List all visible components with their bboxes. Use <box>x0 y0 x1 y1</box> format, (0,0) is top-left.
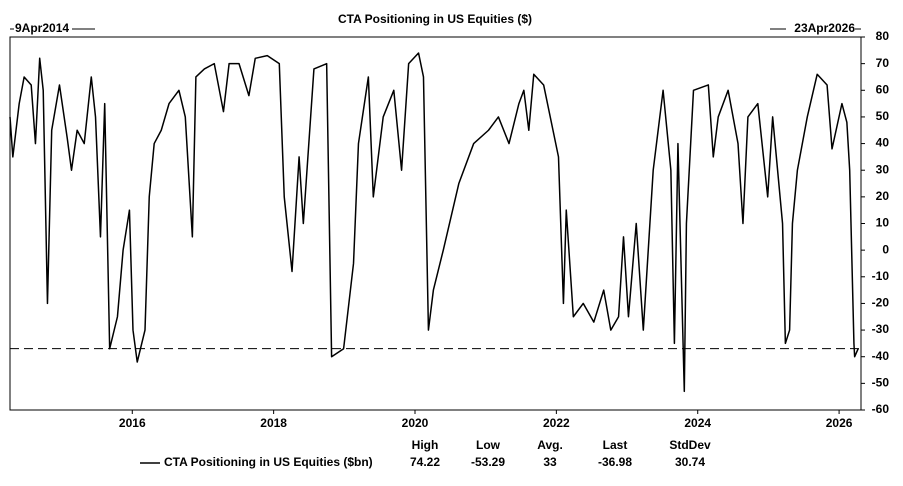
stats-value: -53.29 <box>471 455 505 469</box>
y-tick-label: 30 <box>876 162 890 176</box>
stats-header: Low <box>476 438 501 452</box>
series-line <box>9 52 859 393</box>
stats-header: High <box>412 438 439 452</box>
y-tick-label: 20 <box>876 189 890 203</box>
chart-title: CTA Positioning in US Equities ($) <box>338 12 532 26</box>
stats-value: 30.74 <box>675 455 705 469</box>
x-tick-label: 2026 <box>826 416 853 430</box>
stats-header: StdDev <box>669 438 711 452</box>
y-tick-label: -40 <box>872 349 890 363</box>
y-tick-label: -50 <box>872 376 890 390</box>
stats-header: Last <box>603 438 628 452</box>
x-tick-label: 2024 <box>684 416 711 430</box>
y-tick-label: 40 <box>876 136 890 150</box>
end-label: 23Apr2026 <box>794 21 855 35</box>
x-tick-label: 2018 <box>260 416 287 430</box>
start-label: 9Apr2014 <box>15 21 69 35</box>
x-tick-label: 2016 <box>119 416 146 430</box>
y-tick-label: -20 <box>872 296 890 310</box>
legend-label: CTA Positioning in US Equities ($bn) <box>164 455 373 469</box>
stats-header: Avg. <box>537 438 563 452</box>
y-tick-label: 80 <box>876 29 890 43</box>
x-tick-label: 2022 <box>543 416 570 430</box>
y-tick-label: -60 <box>872 402 890 416</box>
y-tick-label: 0 <box>882 242 889 256</box>
y-tick-label: -30 <box>872 322 890 336</box>
y-tick-label: 10 <box>876 216 890 230</box>
y-tick-label: 60 <box>876 82 890 96</box>
y-tick-label: 50 <box>876 109 890 123</box>
y-tick-label: 70 <box>876 56 890 70</box>
y-tick-label: -10 <box>872 269 890 283</box>
plot-frame <box>9 36 862 411</box>
stats-value: 74.22 <box>410 455 440 469</box>
stats-value: 33 <box>543 455 557 469</box>
stats-value: -36.98 <box>598 455 632 469</box>
x-tick-label: 2020 <box>402 416 429 430</box>
